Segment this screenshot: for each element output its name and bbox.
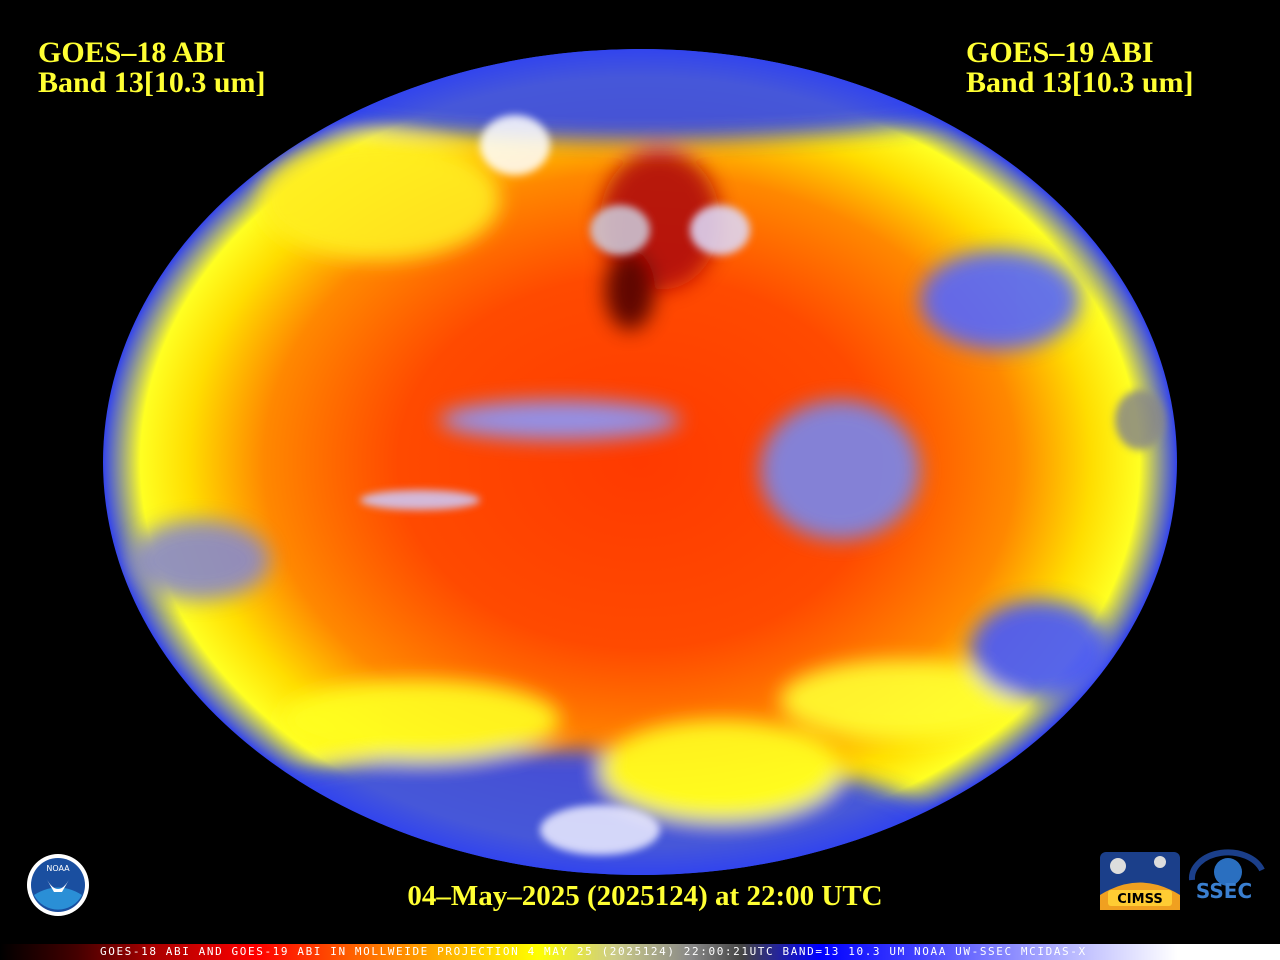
footer-text: GOES-18 ABI AND GOES-19 ABI IN MOLLWEIDE…	[100, 945, 1087, 958]
color-bar	[0, 944, 1280, 960]
band-label: Band 13[10.3 um]	[38, 66, 266, 99]
satellite-label: GOES–19 ABI	[966, 36, 1154, 69]
satellite-label: GOES–18 ABI	[38, 36, 226, 69]
band-label: Band 13[10.3 um]	[966, 66, 1194, 99]
header-left: GOES–18 ABI Band 13[10.3 um]	[38, 38, 266, 98]
timestamp: 04–May–2025 (2025124) at 22:00 UTC	[407, 880, 883, 912]
header-right: GOES–19 ABI Band 13[10.3 um]	[966, 38, 1194, 98]
